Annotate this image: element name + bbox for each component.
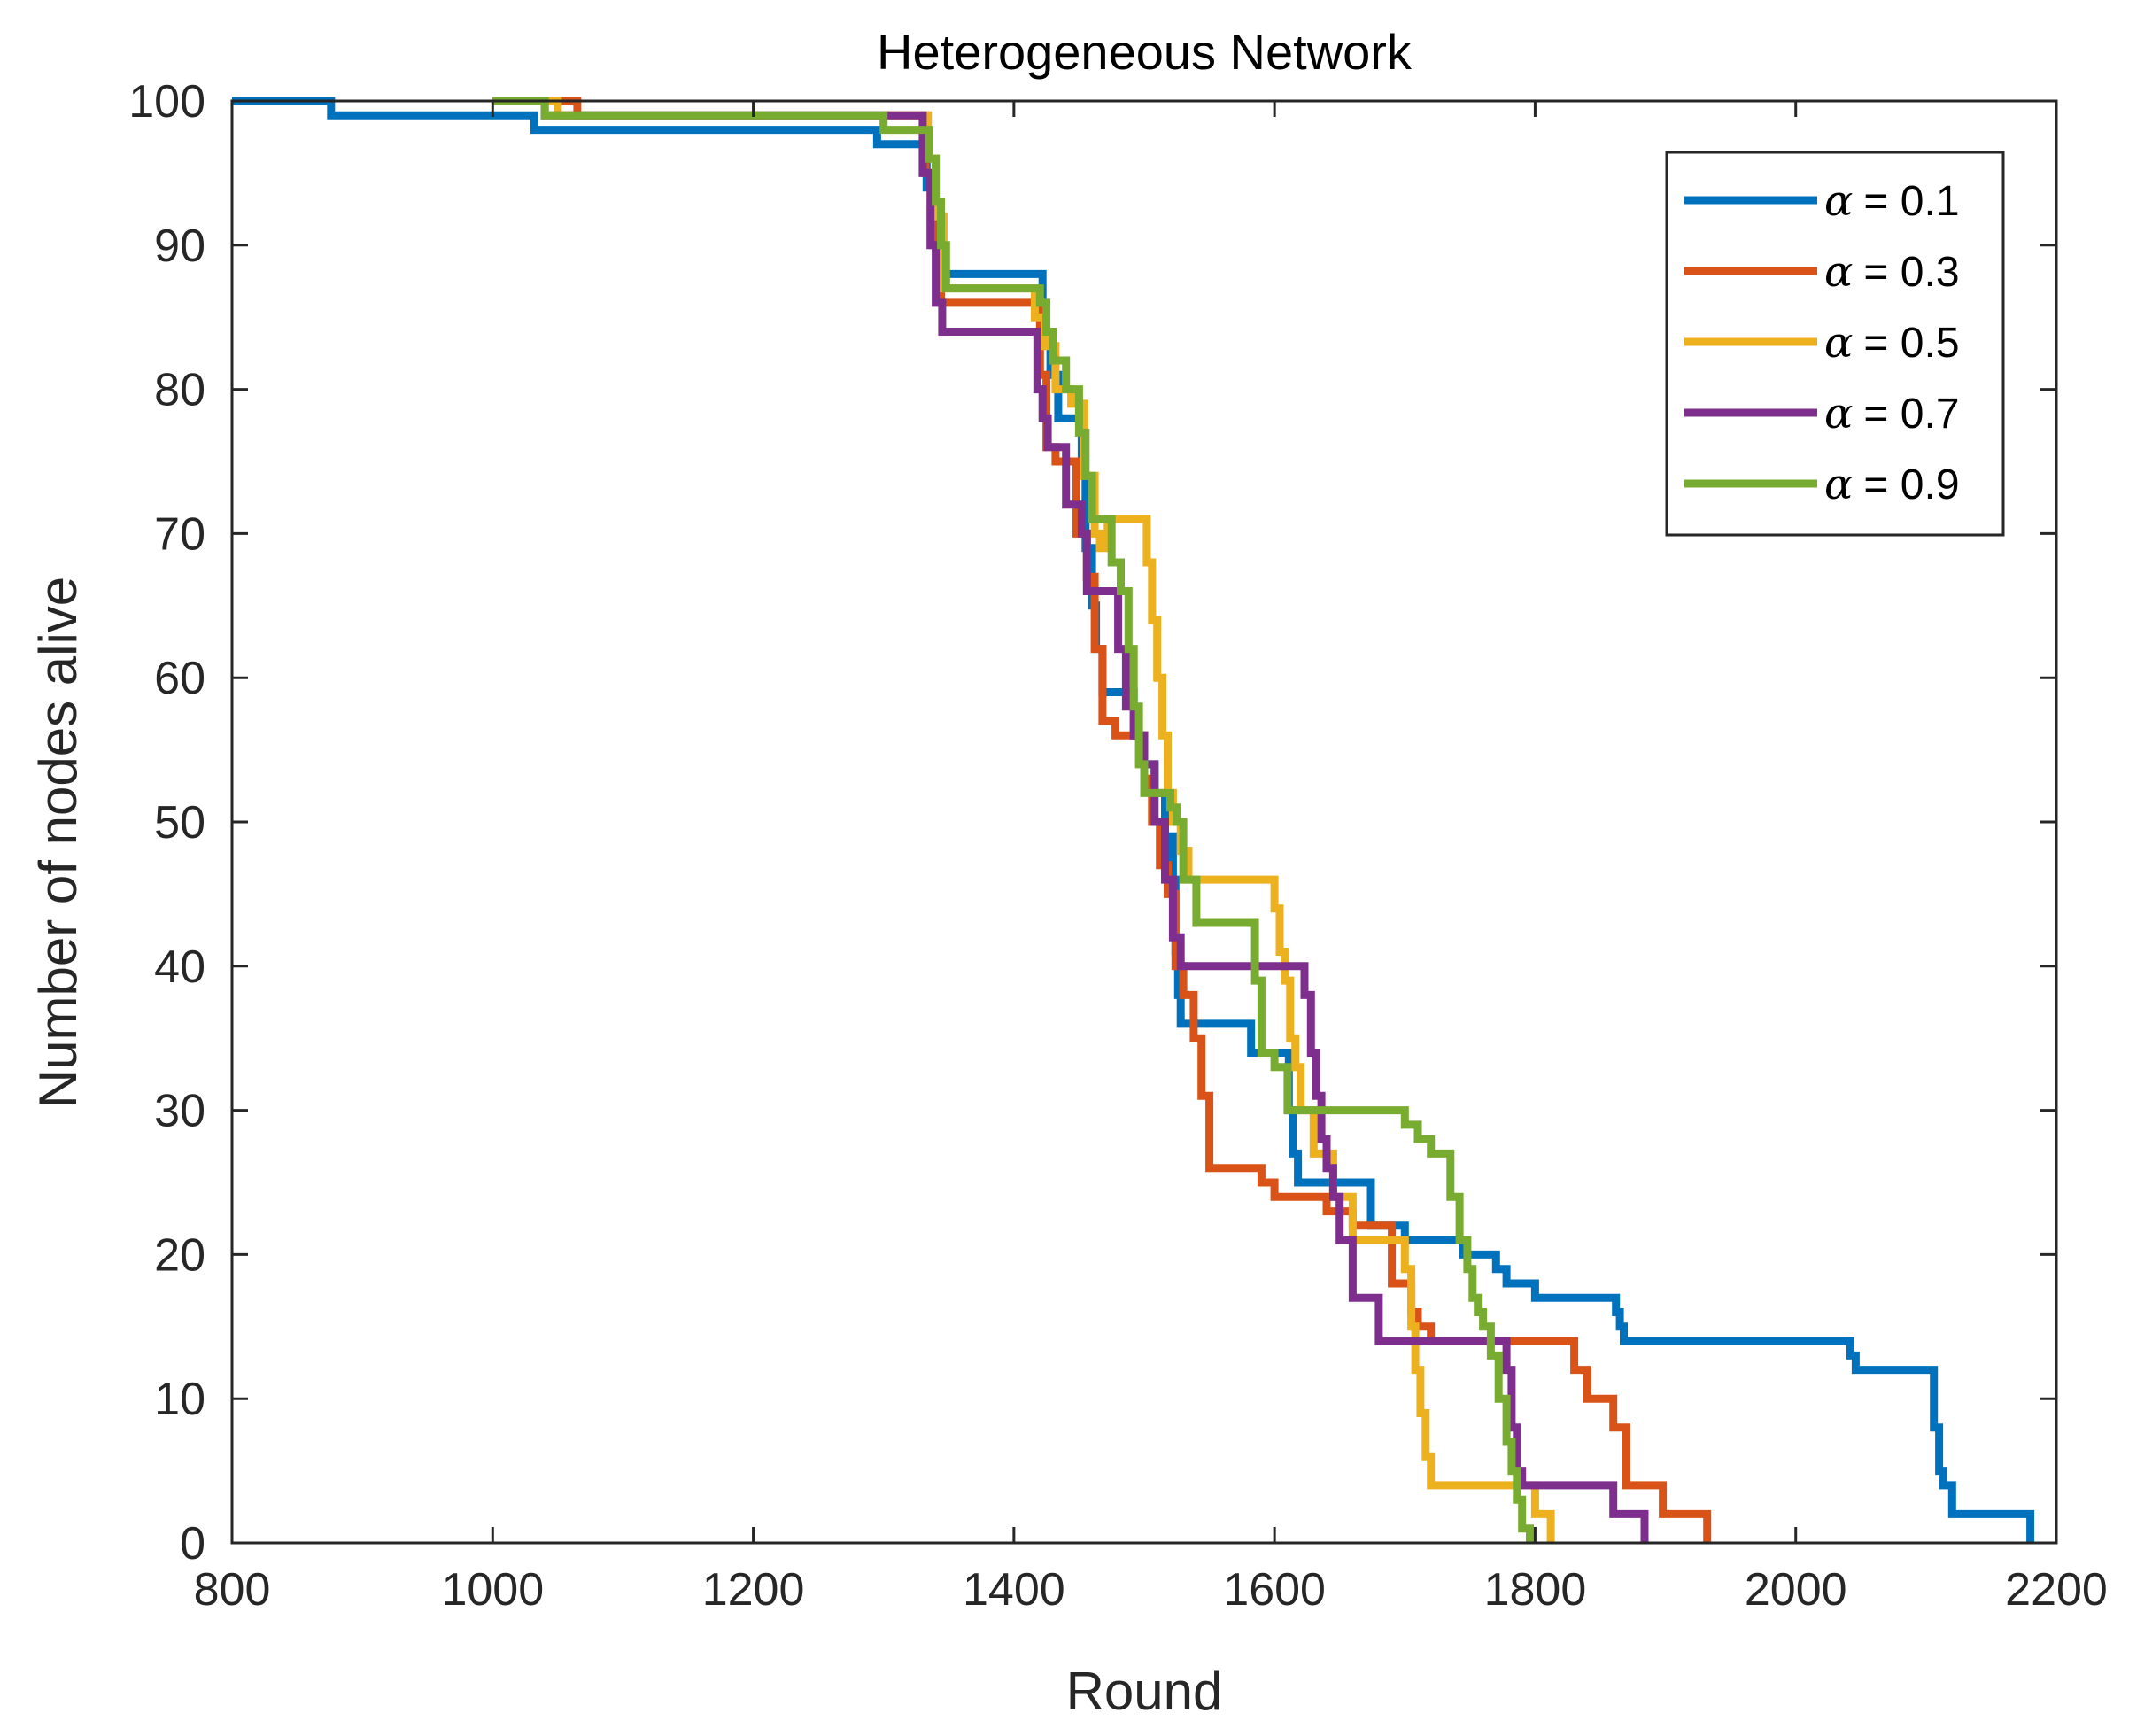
x-tick-label: 2200	[2005, 1564, 2108, 1616]
x-tick-label: 1200	[702, 1564, 805, 1616]
y-axis-label: Number of nodes alive	[28, 577, 88, 1108]
legend-label-2: α = 0.5	[1824, 318, 1960, 368]
y-tick-label: 50	[154, 797, 205, 849]
y-tick-label: 40	[154, 942, 205, 993]
y-tick-label: 70	[154, 508, 205, 560]
y-tick-label: 90	[154, 221, 205, 272]
legend-alpha-symbol: α	[1824, 460, 1853, 509]
y-tick-label: 30	[154, 1086, 205, 1137]
x-tick-label: 1600	[1223, 1564, 1326, 1616]
y-tick-label: 0	[180, 1518, 205, 1569]
legend-alpha-symbol: α	[1824, 176, 1853, 226]
legend-alpha-symbol: α	[1824, 389, 1853, 438]
legend-label-1: α = 0.3	[1824, 247, 1960, 297]
legend-value: = 0.7	[1863, 391, 1959, 438]
legend-alpha-symbol: α	[1824, 318, 1853, 368]
x-tick-label: 800	[194, 1564, 271, 1616]
legend-value: = 0.5	[1863, 320, 1959, 367]
y-tick-label: 80	[154, 365, 205, 416]
x-tick-label: 1000	[441, 1564, 544, 1616]
x-tick-label: 1400	[963, 1564, 1065, 1616]
x-tick-label: 1800	[1484, 1564, 1587, 1616]
legend-label-3: α = 0.7	[1824, 389, 1960, 438]
legend-value: = 0.1	[1863, 178, 1959, 225]
legend-alpha-symbol: α	[1824, 247, 1853, 297]
legend-label-0: α = 0.1	[1824, 176, 1960, 226]
x-axis-label: Round	[1066, 1662, 1223, 1721]
legend-value: = 0.3	[1863, 249, 1959, 296]
x-tick-label: 2000	[1745, 1564, 1847, 1616]
y-tick-label: 100	[128, 76, 205, 128]
y-tick-label: 20	[154, 1229, 205, 1281]
legend-value: = 0.9	[1863, 461, 1959, 508]
chart-title: Heterogeneous Network	[877, 24, 1413, 80]
legend: α = 0.1α = 0.3α = 0.5α = 0.7α = 0.9	[1665, 151, 2005, 537]
legend-label-4: α = 0.9	[1824, 460, 1960, 509]
series-line-4	[492, 97, 1534, 1543]
y-tick-label: 10	[154, 1374, 205, 1425]
y-tick-label: 60	[154, 653, 205, 704]
